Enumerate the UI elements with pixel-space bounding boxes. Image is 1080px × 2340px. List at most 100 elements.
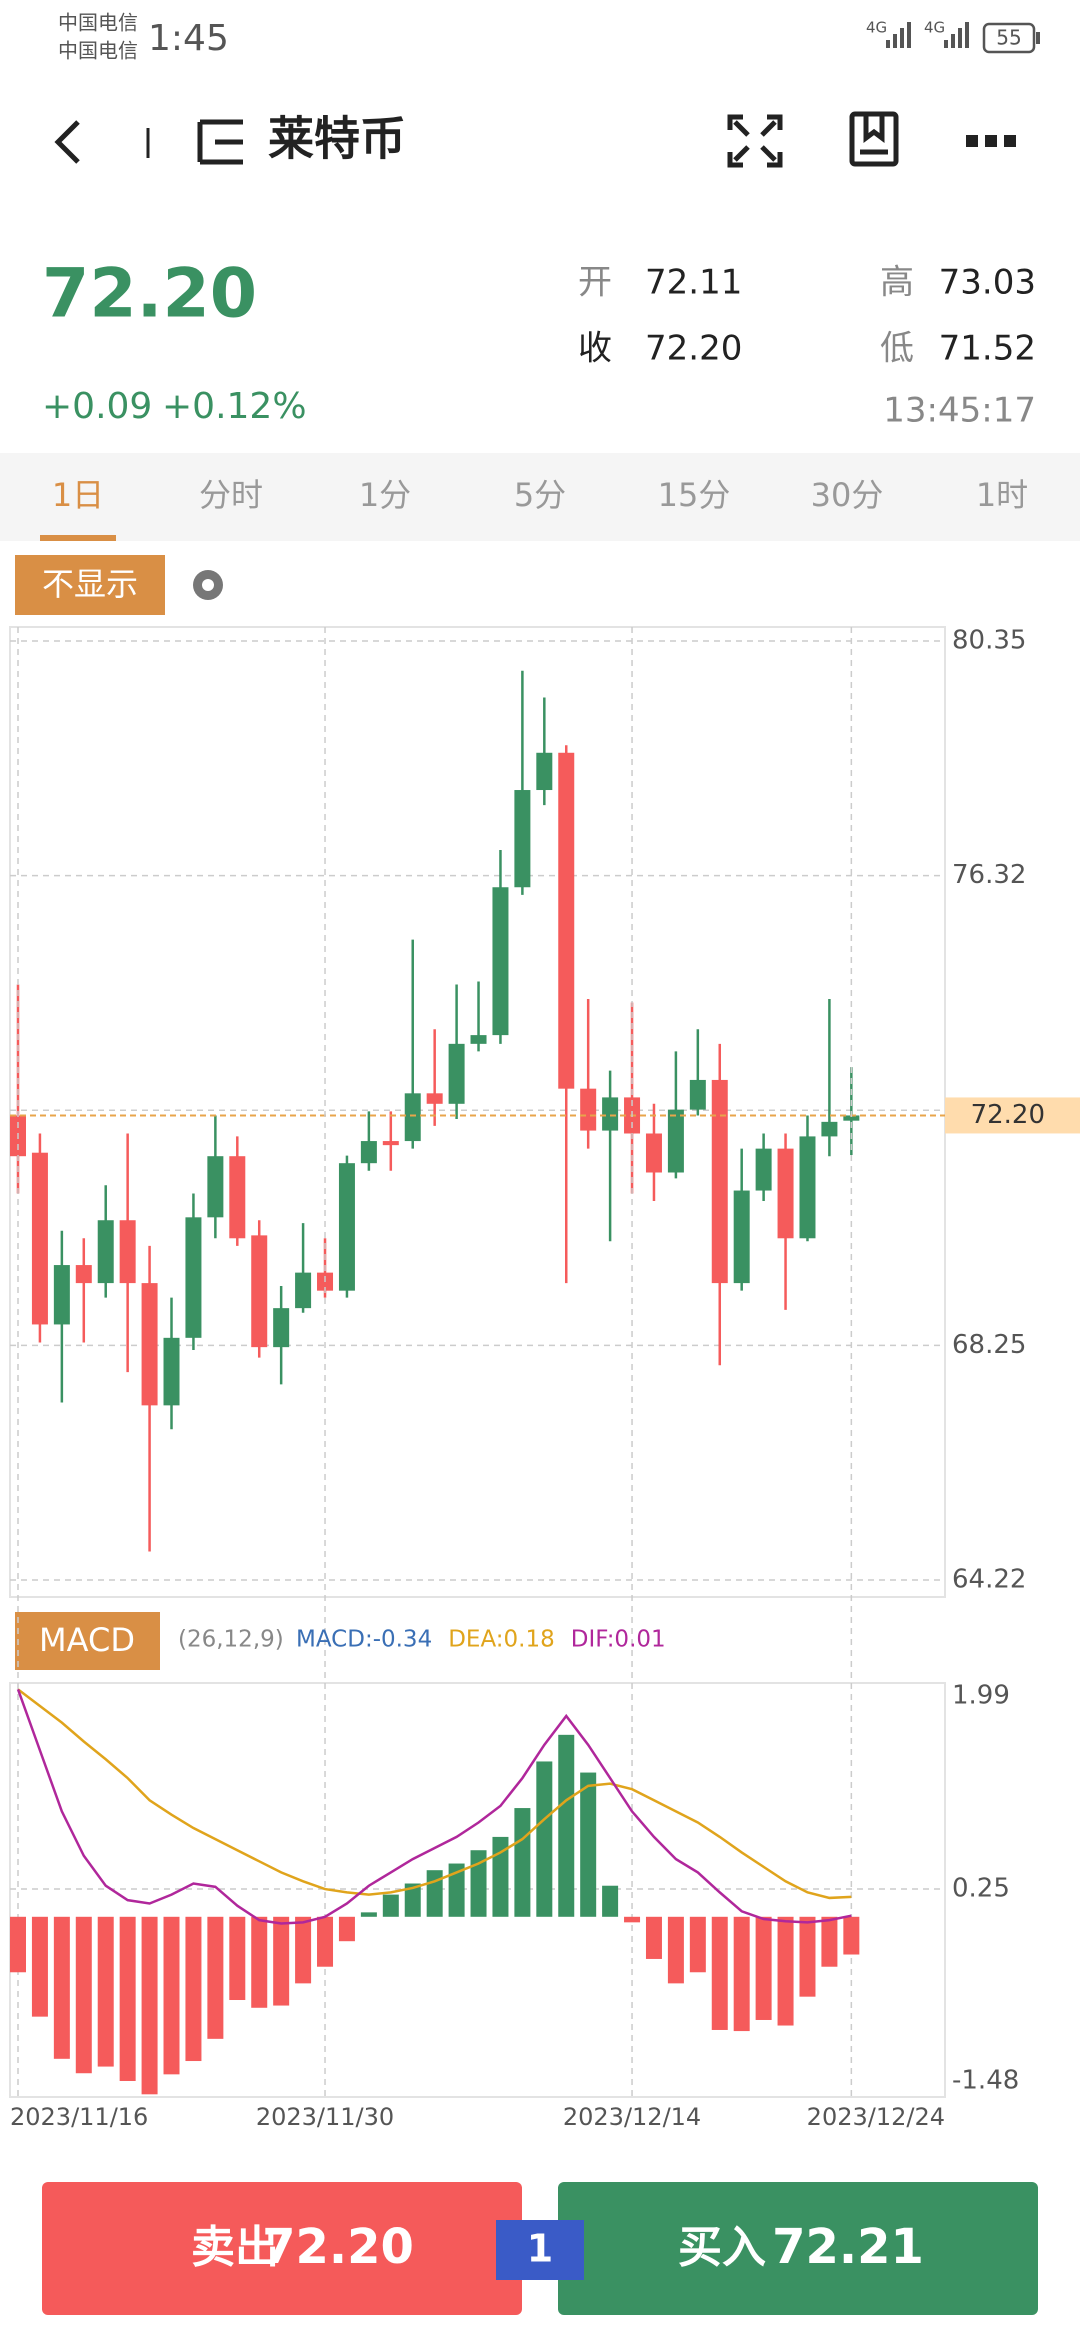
network: 4G bbox=[924, 19, 945, 37]
macd-button-label[interactable]: MACD bbox=[39, 1621, 135, 1659]
macd-bar bbox=[645, 1916, 662, 1959]
tab[interactable]: 1分 bbox=[359, 476, 411, 514]
macd-bar bbox=[624, 1916, 641, 1923]
candle-body bbox=[207, 1156, 224, 1218]
legend-entry: DIF:0.01 bbox=[571, 1627, 666, 1653]
macd-bar bbox=[799, 1916, 816, 1997]
macd-bar bbox=[733, 1916, 750, 2032]
price-change: +0.09 bbox=[42, 386, 152, 427]
macd-bar bbox=[843, 1916, 860, 1955]
macd-bar bbox=[514, 1808, 531, 1917]
macd-bar bbox=[207, 1916, 224, 2039]
macd-bar bbox=[536, 1761, 553, 1917]
macd-bar bbox=[602, 1885, 619, 1917]
macd-bar bbox=[317, 1916, 334, 1967]
macd-bar bbox=[777, 1916, 794, 2026]
sell-label[interactable]: 卖出 bbox=[191, 2222, 279, 2273]
macd-line bbox=[16, 1688, 852, 1925]
candle-body bbox=[382, 1141, 399, 1146]
candle-body bbox=[141, 1283, 158, 1406]
tab[interactable]: 5分 bbox=[514, 476, 566, 514]
candle-body bbox=[733, 1190, 750, 1284]
back-button[interactable] bbox=[54, 120, 80, 164]
candle-body bbox=[667, 1109, 684, 1173]
macd-bar bbox=[404, 1883, 421, 1917]
list-icon[interactable] bbox=[197, 119, 243, 165]
candle-body bbox=[514, 790, 531, 888]
low-value: 71.52 bbox=[939, 329, 1036, 369]
candle-body bbox=[689, 1079, 706, 1110]
legend-entry: MACD:-0.34 bbox=[296, 1627, 432, 1653]
macd-button[interactable] bbox=[15, 1612, 160, 1670]
more-icon[interactable] bbox=[966, 135, 1016, 147]
candle-body bbox=[185, 1217, 202, 1338]
high-value: 73.03 bbox=[939, 263, 1036, 303]
candle-body bbox=[31, 1152, 48, 1325]
hide-button[interactable] bbox=[15, 555, 165, 615]
candle-body bbox=[645, 1133, 662, 1173]
macd-bar bbox=[755, 1916, 772, 2020]
tab[interactable]: 30分 bbox=[811, 476, 884, 514]
macd-bar bbox=[360, 1912, 377, 1917]
legend-entry: DEA:0.18 bbox=[448, 1627, 555, 1653]
x-tick-label: 2023/12/24 bbox=[807, 2103, 945, 2131]
y-tick-label: 1.99 bbox=[952, 1681, 1010, 1711]
macd-bar bbox=[470, 1850, 487, 1917]
tabs: 1日 分时 1分 5分 15分 30分 1时 bbox=[40, 476, 1028, 541]
price-tag-label: 72.20 bbox=[971, 1100, 1045, 1130]
macd-bar bbox=[273, 1916, 290, 2006]
fullscreen-icon[interactable] bbox=[727, 114, 783, 168]
macd-bar bbox=[119, 1916, 136, 2081]
y-tick-label: 76.32 bbox=[952, 860, 1026, 890]
buy-button[interactable] bbox=[558, 2182, 1038, 2315]
tab[interactable]: 1日 bbox=[52, 476, 104, 514]
x-tick-label: 2023/11/16 bbox=[10, 2103, 148, 2131]
macd-bar bbox=[31, 1916, 48, 2017]
settings-icon[interactable] bbox=[193, 570, 223, 600]
candle-body bbox=[426, 1093, 443, 1104]
bookmark-icon[interactable] bbox=[849, 111, 899, 167]
candle-body bbox=[404, 1093, 421, 1142]
candle-body bbox=[229, 1156, 246, 1239]
macd-bar bbox=[163, 1916, 180, 2075]
macd-bar bbox=[251, 1916, 268, 2008]
macd-bar bbox=[97, 1916, 114, 2067]
network: 4G bbox=[866, 19, 887, 37]
candle-body bbox=[53, 1265, 70, 1325]
quantity[interactable]: 1 bbox=[527, 2227, 553, 2271]
tab[interactable]: 15分 bbox=[658, 476, 731, 514]
low-label: 低 bbox=[880, 329, 914, 369]
candle-body bbox=[536, 752, 553, 791]
page-title: 莱特币 bbox=[268, 112, 406, 166]
charts: 64.2268.2572.2976.3280.3572.20-1.480.251… bbox=[10, 626, 1080, 2131]
tab[interactable]: 分时 bbox=[199, 476, 263, 514]
candle-body bbox=[251, 1235, 268, 1348]
buy-label[interactable]: 买入 bbox=[678, 2222, 766, 2273]
tab[interactable]: 1时 bbox=[976, 476, 1028, 514]
price-change-pct: +0.12% bbox=[162, 386, 307, 427]
close-value: 72.20 bbox=[645, 329, 742, 369]
x-tick-label: 2023/11/30 bbox=[256, 2103, 394, 2131]
macd-bar bbox=[448, 1863, 465, 1917]
sell-price[interactable]: 72.20 bbox=[262, 2219, 414, 2275]
candle-body bbox=[558, 752, 575, 1089]
hide-button-label[interactable]: 不显示 bbox=[42, 565, 138, 603]
macd-params: (26,12,9) bbox=[178, 1627, 284, 1653]
clock: 1:45 bbox=[148, 18, 229, 59]
candle-body bbox=[821, 1121, 838, 1137]
open-value: 72.11 bbox=[645, 263, 742, 303]
quantity-box[interactable] bbox=[496, 2220, 584, 2280]
battery-level: 55 bbox=[996, 26, 1021, 50]
candle-body bbox=[755, 1148, 772, 1191]
macd-bar bbox=[711, 1916, 728, 2030]
signal-icon bbox=[886, 22, 911, 48]
open-label: 开 bbox=[578, 263, 612, 303]
close-label: 收 bbox=[578, 329, 612, 369]
macd-bar bbox=[141, 1916, 158, 2095]
y-tick-label: -1.48 bbox=[952, 2066, 1019, 2096]
sell-button[interactable] bbox=[42, 2182, 522, 2315]
y-tick-label: 80.35 bbox=[952, 626, 1026, 656]
buy-price[interactable]: 72.21 bbox=[772, 2219, 924, 2275]
